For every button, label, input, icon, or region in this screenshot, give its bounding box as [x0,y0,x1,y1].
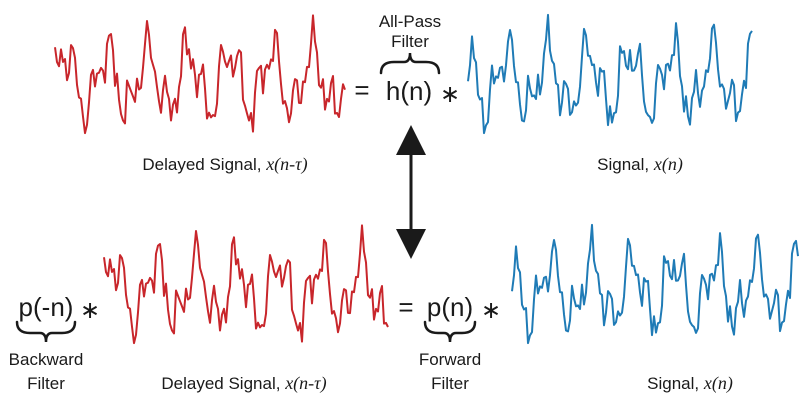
signal-waveform-bottom [511,223,799,345]
delayed-signal-caption-top: Delayed Signal, x(n-τ) [142,154,307,175]
all-pass-brace [379,52,441,75]
delayed-signal-caption-bottom: Delayed Signal, x(n-τ) [161,373,326,394]
convolution-sign-bottom-left: ∗ [80,297,100,324]
backward-filter-label-line1: Backward [9,350,84,369]
h-of-n: h(n) [386,76,432,106]
delayed-signal-waveform-bottom [103,224,389,345]
forward-filter-label-line1: Forward [419,350,481,369]
p-of-minus-n: p(-n) [19,292,74,322]
signal-caption-top: Signal, x(n) [597,154,683,175]
forward-filter-brace [423,320,477,343]
signal-waveform-top [467,13,753,135]
forward-filter-label-line2: Filter [431,374,469,393]
backward-filter-brace [15,320,77,343]
all-pass-label-line2: Filter [391,32,429,51]
equals-sign-bottom: = [398,292,413,322]
equals-sign-top: = [354,75,369,105]
delayed-signal-waveform-top [54,14,346,135]
all-pass-label-line1: All-Pass [379,12,441,31]
convolution-sign-top: ∗ [440,81,460,108]
backward-filter-label-line2: Filter [27,374,65,393]
p-of-n: p(n) [427,292,473,322]
convolution-sign-bottom-right: ∗ [481,297,501,324]
signal-caption-bottom: Signal, x(n) [647,373,733,394]
